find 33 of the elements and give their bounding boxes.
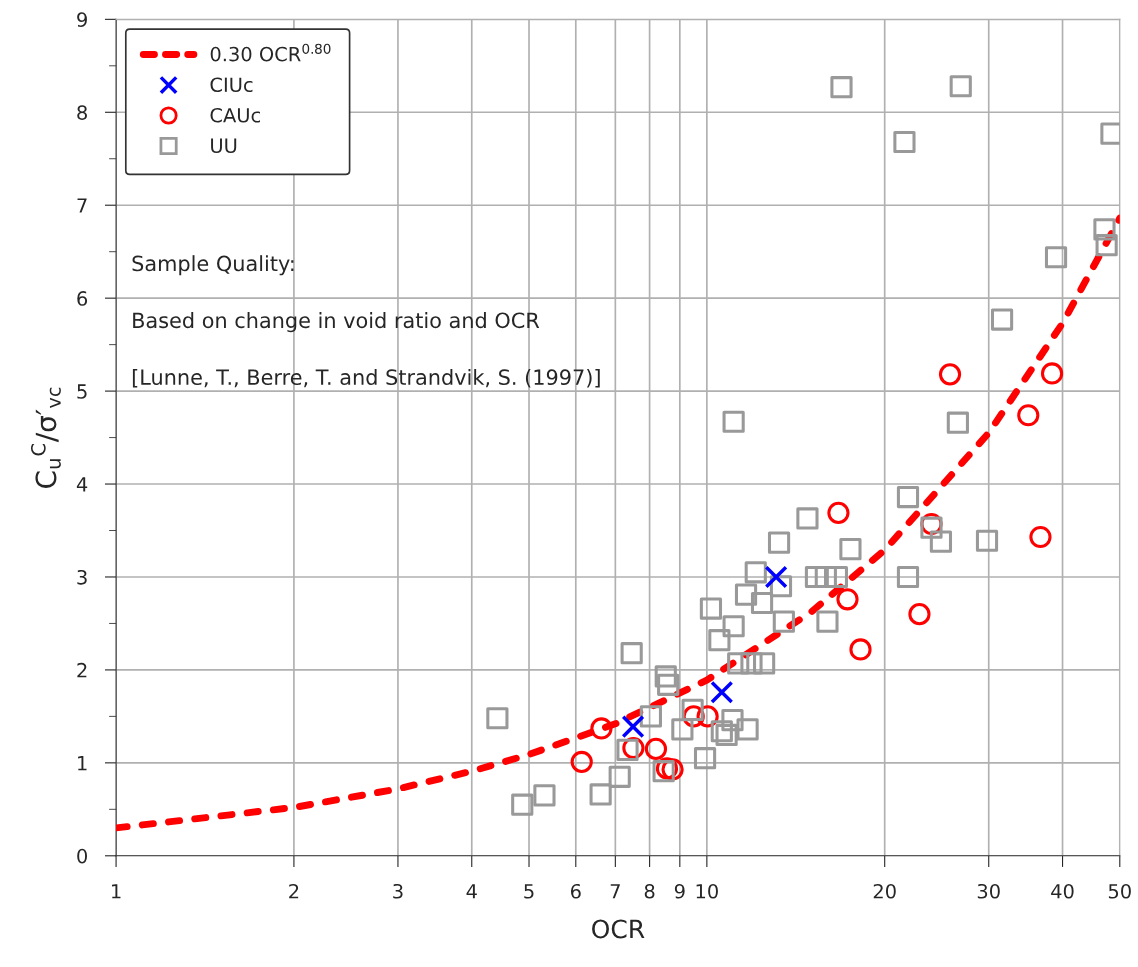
x-tick-label: 10 [696,883,718,899]
y-tick-label: 1 [78,756,87,771]
annotation: [Lunne, T., Berre, T. and Strandvik, S. (1997)] [132,368,600,388]
x-tick-label: 30 [977,883,1000,899]
x-tick-label: 40 [1051,883,1074,899]
x-axis-title: OCR [592,919,645,939]
y-tick-label: 3 [77,569,87,585]
y-tick-label: 0 [77,848,88,864]
y-tick-label: 8 [77,105,87,120]
x-tick-label: 9 [674,883,685,899]
x-tick-label: 8 [644,883,655,899]
legend-label: CAUc [210,107,261,123]
x-tick-label: 20 [873,883,896,899]
x-tick-label: 50 [1108,883,1131,899]
x-tick-label: 3 [393,883,403,899]
x-tick-label: 7 [610,884,620,899]
x-tick-label: 1 [112,884,121,899]
y-tick-label: 2 [77,662,87,678]
y-tick-label: 6 [77,291,88,306]
annotation: Based on change in void ratio and OCR [133,312,540,333]
x-tick-label: 4 [466,884,477,899]
x-tick-label: 2 [289,883,299,899]
y-axis-title: C$_{u}$$^{C}$/σ′$_{vc}$ [30,387,61,488]
y-tick-label: 7 [77,198,87,213]
y-tick-label: 5 [77,384,87,399]
legend-label: CIUc [210,77,253,93]
x-tick-label: 6 [570,883,581,899]
x-tick-label: 5 [524,884,534,899]
annotation: Sample Quality: [132,255,294,276]
legend-label: UU [211,138,237,154]
legend-label: 0.30 OCR$^{0.80}$ [210,43,331,62]
y-tick-label: 9 [77,12,87,27]
y-tick-label: 4 [76,477,88,492]
